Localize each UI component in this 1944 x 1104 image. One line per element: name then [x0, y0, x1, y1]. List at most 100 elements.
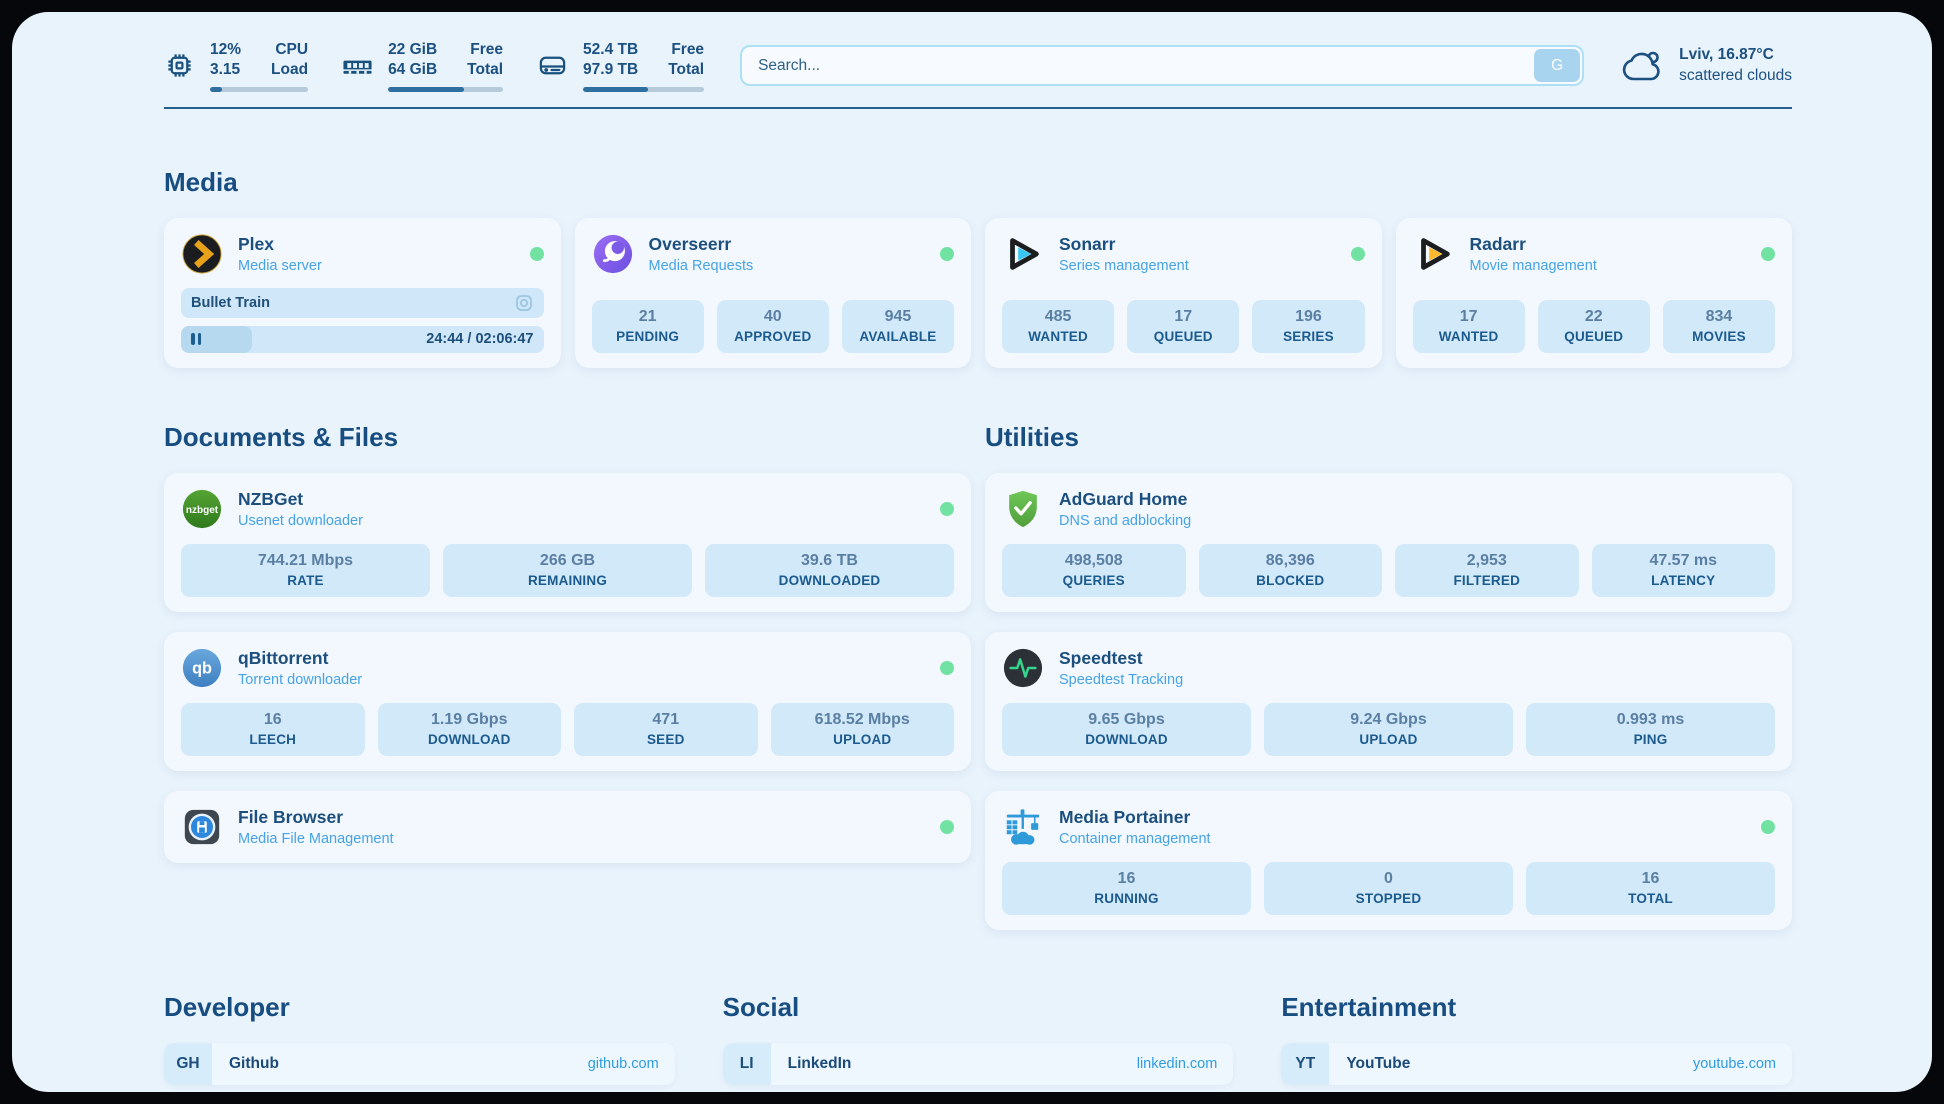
disk-icon — [539, 57, 566, 75]
bookmark-linkedin[interactable]: LI LinkedIn linkedin.com — [722, 1042, 1234, 1085]
bookmark-name: LinkedIn — [787, 1054, 852, 1072]
cpu-values: 12% 3.15 — [210, 41, 242, 79]
entertainment-column: Entertainment YT YouTube youtube.com NF … — [1281, 992, 1792, 1092]
ram-values: 22 GiB 64 GiB — [388, 41, 438, 79]
section-title-developer: Developer — [164, 991, 290, 1022]
weather-summary: Lviv, 16.87°C — [1679, 46, 1774, 64]
system-stats: 12% 3.15 CPU Load — [164, 40, 705, 92]
bookmark-youtube[interactable]: YT YouTube youtube.com — [1281, 1042, 1792, 1085]
ram-labels: Free Total — [467, 41, 504, 79]
service-card-adguard[interactable]: AdGuard Home DNS and adblocking 498,508 … — [985, 472, 1792, 612]
svg-text:qb: qb — [192, 660, 212, 678]
stat-tile: 22 QUEUED — [1537, 299, 1650, 353]
service-title: File Browser — [238, 806, 344, 827]
service-subtitle: Container management — [1059, 830, 1211, 847]
stat-tile: 21 PENDING — [591, 299, 704, 353]
qbittorrent-icon: qb — [182, 648, 222, 687]
section-title-social: Social — [722, 991, 800, 1022]
status-dot — [940, 660, 954, 675]
session-target-icon — [515, 295, 532, 311]
status-dot — [940, 246, 954, 261]
stat-tile: 196 SERIES — [1252, 299, 1365, 353]
stat-tile: 744.21 Mbps RATE — [181, 543, 430, 597]
cpu-icon — [168, 54, 191, 78]
service-card-sonarr[interactable]: Sonarr Series management 485 WANTED 17 Q… — [985, 217, 1382, 368]
stat-tile: 2,953 FILTERED — [1395, 543, 1579, 597]
search-engine-button[interactable]: G — [1534, 49, 1581, 83]
weather-condition: scattered clouds — [1679, 66, 1792, 84]
stat-tile: 16 RUNNING — [1002, 861, 1251, 915]
service-subtitle: Usenet downloader — [238, 512, 363, 529]
sonarr-icon — [1010, 238, 1039, 270]
bookmark-github[interactable]: GH Github github.com — [164, 1042, 675, 1085]
service-subtitle: Movie management — [1469, 257, 1597, 274]
cpu-labels: CPU Load — [271, 41, 309, 79]
service-card-nzbget[interactable]: nzbget NZBGet Usenet downloader 744.21 M… — [164, 472, 971, 612]
documents-column: Documents & Files nzbget — [164, 422, 971, 930]
service-card-radarr[interactable]: Radarr Movie management 17 WANTED 22 QUE… — [1395, 217, 1792, 368]
bookmark-abbr: YT — [1281, 1042, 1330, 1085]
now-playing-bar: Bullet Train — [181, 287, 544, 318]
disk-stat: 52.4 TB 97.9 TB Free Total — [537, 40, 705, 92]
stat-tile: 9.24 Gbps UPLOAD — [1264, 702, 1513, 756]
ram-progress-bar — [388, 86, 504, 92]
section-title-media: Media — [164, 166, 238, 197]
svg-text:nzbget: nzbget — [186, 505, 219, 516]
service-title: NZBGet — [238, 488, 304, 509]
utilities-column: Utilities — [985, 422, 1792, 930]
service-subtitle: DNS and adblocking — [1059, 512, 1192, 529]
header-divider — [164, 106, 1792, 109]
overseerr-icon — [593, 234, 632, 273]
status-dot — [940, 819, 954, 834]
service-subtitle: Speedtest Tracking — [1059, 671, 1184, 688]
bookmark-name: YouTube — [1346, 1054, 1411, 1072]
service-subtitle: Media Requests — [648, 257, 754, 274]
search-input[interactable] — [740, 45, 1585, 87]
service-card-overseerr[interactable]: Overseerr Media Requests 21 PENDING 40 A… — [574, 217, 971, 368]
weather-widget: Lviv, 16.87°C scattered clouds — [1620, 45, 1792, 87]
disk-labels: Free Total — [668, 41, 705, 79]
bookmark-url: github.com — [587, 1055, 659, 1072]
stat-tile: 1.19 Gbps DOWNLOAD — [377, 702, 561, 756]
service-title: Speedtest — [1059, 647, 1143, 668]
stat-tile: 618.52 Mbps UPLOAD — [770, 702, 954, 756]
bookmark-url: linkedin.com — [1136, 1055, 1218, 1072]
top-bar: 12% 3.15 CPU Load — [164, 40, 1792, 92]
stat-tile: 86,396 BLOCKED — [1198, 543, 1382, 597]
stat-tile: 47.57 ms LATENCY — [1591, 543, 1775, 597]
service-subtitle: Media File Management — [238, 830, 394, 847]
service-card-speedtest[interactable]: Speedtest Speedtest Tracking 9.65 Gbps D… — [985, 631, 1792, 771]
stat-tile: 498,508 QUERIES — [1002, 543, 1186, 597]
status-dot — [1761, 819, 1775, 834]
stat-tile: 9.65 Gbps DOWNLOAD — [1002, 702, 1251, 756]
status-dot — [1350, 246, 1365, 261]
stat-tile: 945 AVAILABLE — [841, 299, 955, 353]
filebrowser-icon — [184, 809, 220, 845]
stat-tile: 834 MOVIES — [1662, 299, 1776, 353]
service-subtitle: Series management — [1059, 257, 1189, 274]
service-card-portainer[interactable]: Media Portainer Container management 16 … — [985, 790, 1792, 930]
bookmark-abbr: GH — [164, 1042, 212, 1085]
cpu-progress-bar — [210, 86, 309, 92]
service-card-plex[interactable]: Plex Media server Bullet Train — [164, 217, 561, 368]
now-playing-title: Bullet Train — [191, 294, 270, 311]
stat-tile: 40 APPROVED — [716, 299, 829, 353]
status-dot — [940, 501, 954, 516]
playback-progress-bar: 24:44 / 02:06:47 — [181, 325, 544, 353]
service-card-filebrowser[interactable]: File Browser Media File Management — [164, 790, 971, 863]
stat-tile: 485 WANTED — [1002, 299, 1115, 353]
service-title: Sonarr — [1059, 233, 1116, 254]
stat-tile: 0.993 ms PING — [1526, 702, 1775, 756]
bookmark-name: Github — [229, 1054, 279, 1072]
service-card-qbittorrent[interactable]: qb qBittorrent Torrent downloader 16 — [164, 631, 971, 771]
adguard-shield-icon — [1009, 490, 1037, 528]
pause-button[interactable] — [191, 333, 201, 346]
media-cards-row: Plex Media server Bullet Train — [164, 217, 1792, 368]
stat-tile: 0 STOPPED — [1264, 861, 1513, 915]
speedtest-pulse-icon — [1003, 648, 1043, 687]
section-title-utilities: Utilities — [985, 421, 1079, 452]
plex-icon — [182, 234, 222, 274]
service-title: Media Portainer — [1059, 806, 1191, 827]
disk-progress-bar — [583, 86, 705, 92]
radarr-icon — [1420, 238, 1450, 270]
